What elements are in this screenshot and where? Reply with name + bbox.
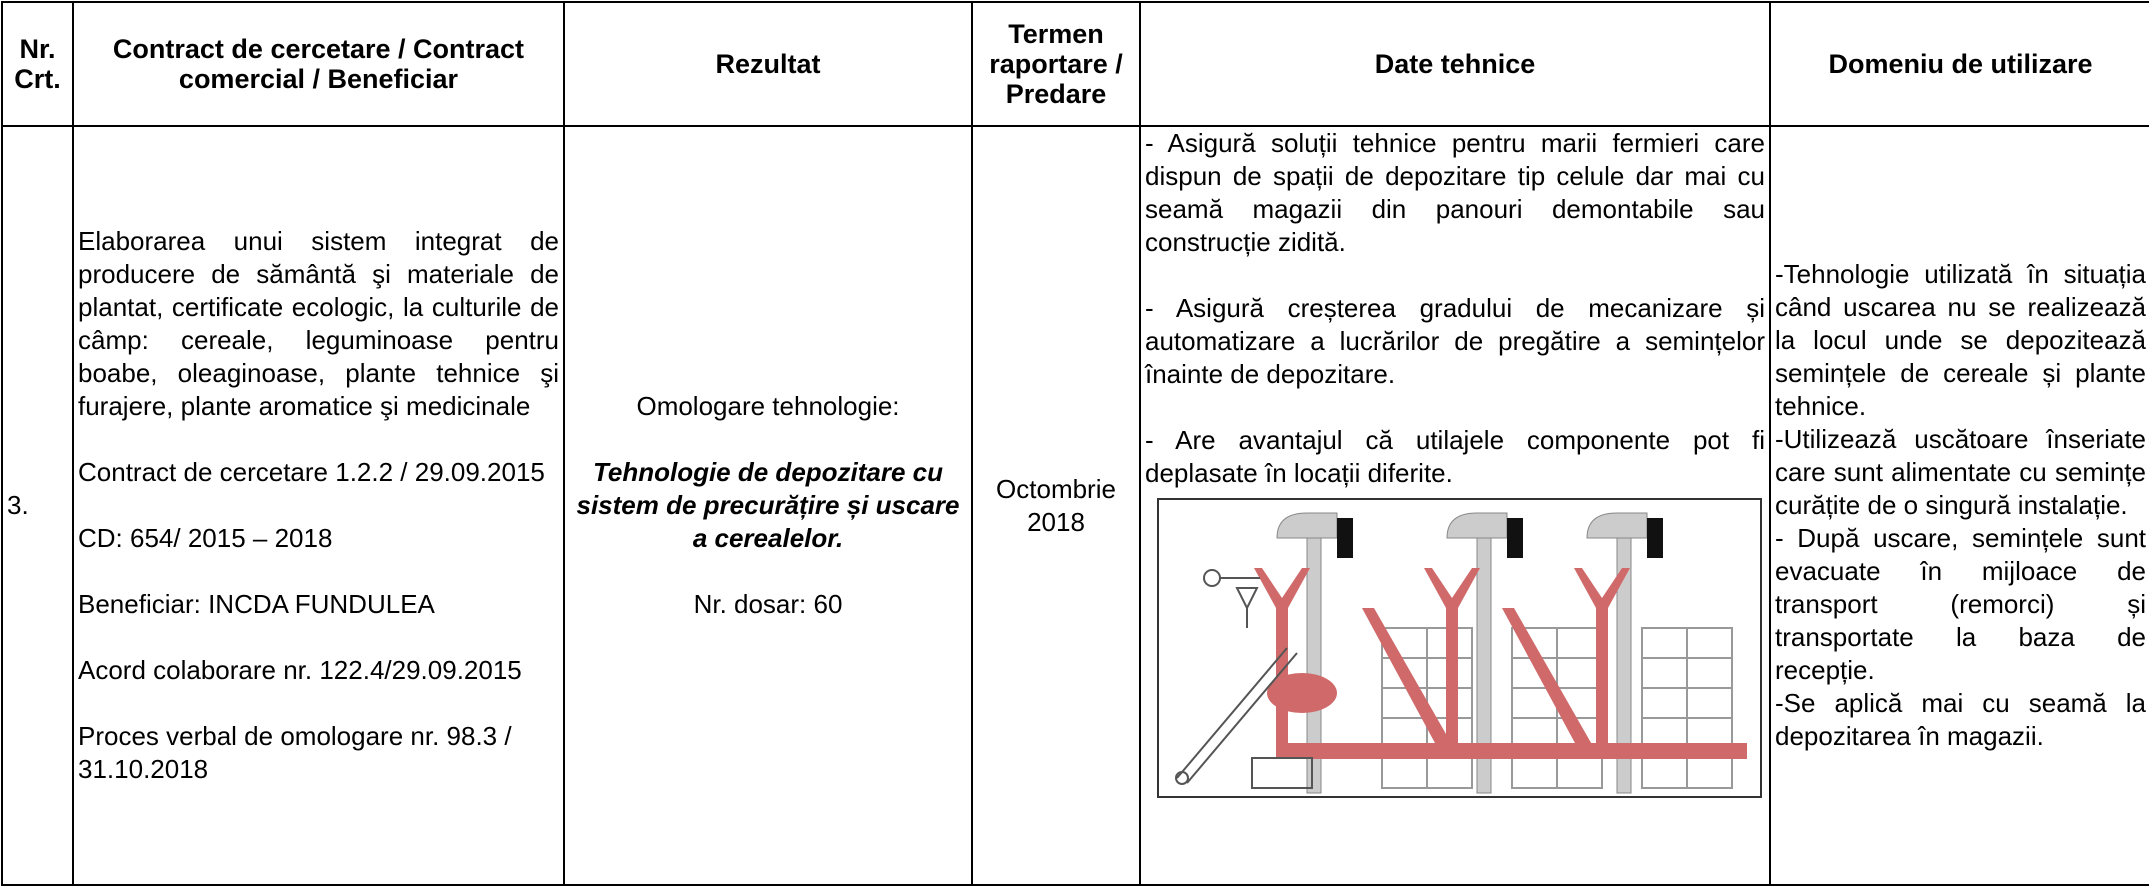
paragraph: Acord colaborare nr. 122.4/29.09.2015: [78, 655, 522, 685]
paragraph: - După uscare, semințele sunt evacuate î…: [1775, 523, 2146, 685]
nr-cell: 3.: [1, 125, 74, 886]
header-cell: Contract de cercetare / Contract comerci…: [72, 1, 565, 127]
paragraph: - Asigură creșterea gradului de mecaniza…: [1145, 293, 1765, 389]
date-cell: - Asigură soluții tehnice pentru marii f…: [1139, 125, 1771, 886]
header-cell: Date tehnice: [1139, 1, 1771, 127]
dosar: Nr. dosar: 60: [693, 589, 843, 619]
paragraph: Contract de cercetare 1.2.2 / 29.09.2015: [78, 457, 545, 487]
contract-cell: Elaborarea unui sistem integrat de produ…: [72, 125, 565, 886]
result-title: Tehnologie de depozitare cu sistem de pr…: [576, 457, 960, 553]
paragraph: -Se aplică mai cu seamă la depozitarea î…: [1775, 688, 2146, 751]
paragraph: Beneficiar: INCDA FUNDULEA: [78, 589, 435, 619]
rezultat-cell: Omologare tehnologie: Tehnologie de depo…: [563, 125, 973, 886]
header-cell: Domeniu de utilizare: [1769, 1, 2149, 127]
paragraph: - Are avantajul că utilajele componente …: [1145, 425, 1765, 488]
label: Omologare tehnologie:: [636, 391, 900, 421]
domeniu-cell: -Tehnologie utilizată în situația când u…: [1769, 125, 2149, 886]
paragraph: Elaborarea unui sistem integrat de produ…: [78, 226, 559, 421]
header-row: Nr. Crt. Contract de cercetare / Contrac…: [1, 1, 2149, 127]
paragraph: - Asigură soluții tehnice pentru marii f…: [1145, 128, 1765, 257]
illustration: [1157, 498, 1762, 798]
row: 3. Elaborarea unui sistem integrat de pr…: [1, 125, 2149, 886]
header-cell: Nr. Crt.: [1, 1, 74, 127]
header-cell: Termen raportare / Predare: [971, 1, 1141, 127]
termen-cell: Octombrie 2018: [971, 125, 1141, 886]
paragraph: -Tehnologie utilizată în situația când u…: [1775, 259, 2146, 421]
header-cell: Rezultat: [563, 1, 973, 127]
paragraph: -Utilizează uscătoare înseriate care sun…: [1775, 424, 2146, 520]
paragraph: Proces verbal de omologare nr. 98.3 / 31…: [78, 721, 512, 784]
paragraph: CD: 654/ 2015 – 2018: [78, 523, 333, 553]
